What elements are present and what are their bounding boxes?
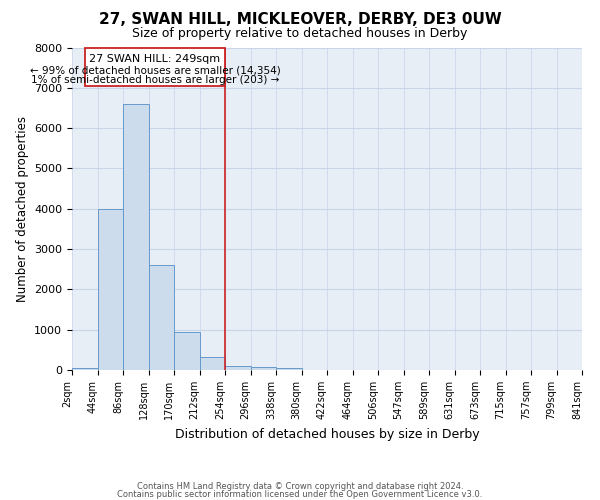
- Bar: [123, 104, 149, 370]
- Text: 27, SWAN HILL, MICKLEOVER, DERBY, DE3 0UW: 27, SWAN HILL, MICKLEOVER, DERBY, DE3 0U…: [98, 12, 502, 28]
- Text: 27 SWAN HILL: 249sqm: 27 SWAN HILL: 249sqm: [89, 54, 220, 64]
- Bar: [149, 265, 174, 370]
- Text: Contains HM Land Registry data © Crown copyright and database right 2024.: Contains HM Land Registry data © Crown c…: [137, 482, 463, 491]
- X-axis label: Distribution of detached houses by size in Derby: Distribution of detached houses by size …: [175, 428, 479, 440]
- Text: ← 99% of detached houses are smaller (14,354): ← 99% of detached houses are smaller (14…: [29, 65, 280, 75]
- Text: 1% of semi-detached houses are larger (203) →: 1% of semi-detached houses are larger (2…: [31, 75, 279, 85]
- Bar: [72, 368, 97, 370]
- Y-axis label: Number of detached properties: Number of detached properties: [16, 116, 29, 302]
- Bar: [225, 366, 251, 370]
- Bar: [174, 332, 199, 370]
- Text: Size of property relative to detached houses in Derby: Size of property relative to detached ho…: [133, 28, 467, 40]
- Bar: [85, 48, 225, 86]
- Bar: [276, 368, 302, 370]
- Bar: [251, 367, 276, 370]
- Text: Contains public sector information licensed under the Open Government Licence v3: Contains public sector information licen…: [118, 490, 482, 499]
- Bar: [199, 357, 225, 370]
- Bar: [97, 209, 123, 370]
